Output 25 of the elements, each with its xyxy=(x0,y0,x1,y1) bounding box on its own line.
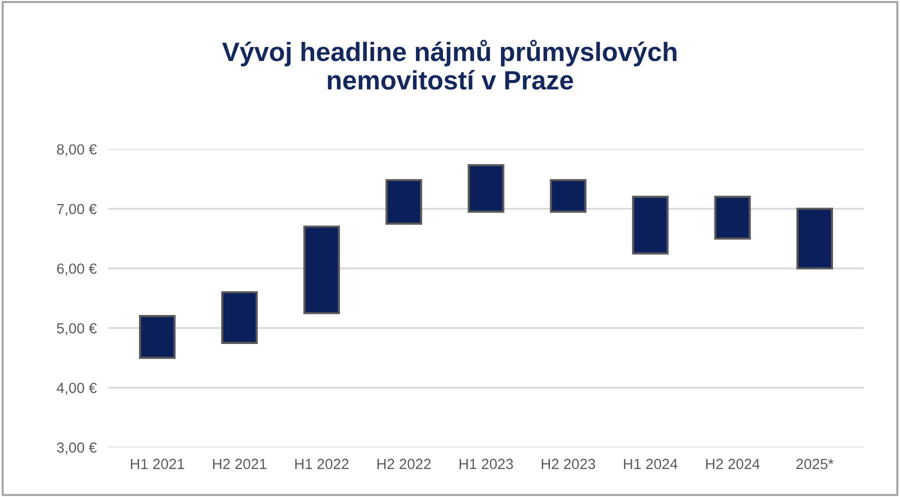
y-tick-label: 8,00 € xyxy=(56,144,97,156)
x-tick-label: H1 2024 xyxy=(624,458,678,470)
y-tick-label: 7,00 € xyxy=(57,204,97,216)
x-tick-label: H2 2022 xyxy=(377,458,431,470)
x-tick-label: H2 2023 xyxy=(542,458,596,470)
x-tick-label: H2 2024 xyxy=(706,458,760,470)
bar xyxy=(468,164,504,213)
x-tick-label: H1 2022 xyxy=(295,458,348,470)
y-tick-label: 4,00 € xyxy=(56,382,97,395)
y-tick-label: 5,00 € xyxy=(56,323,97,336)
x-tick-label: H1 2023 xyxy=(460,458,513,470)
bar xyxy=(632,196,669,255)
y-tick-label: 6,00 € xyxy=(57,263,97,276)
bar xyxy=(303,226,340,314)
chart-title: Vývoj headline nájmů průmyslových nemovitostí v Praze xyxy=(222,40,676,90)
bar xyxy=(221,291,258,344)
bar xyxy=(714,196,751,240)
bar xyxy=(550,179,586,213)
x-tick-label: 2025* xyxy=(796,458,834,470)
x-tick-label: H1 2021 xyxy=(130,458,184,470)
x-tick-label: H2 2021 xyxy=(213,458,266,470)
bar xyxy=(139,315,176,359)
y-tick-label: 3,00 € xyxy=(56,442,97,454)
bar xyxy=(796,208,833,270)
bar xyxy=(386,179,422,225)
